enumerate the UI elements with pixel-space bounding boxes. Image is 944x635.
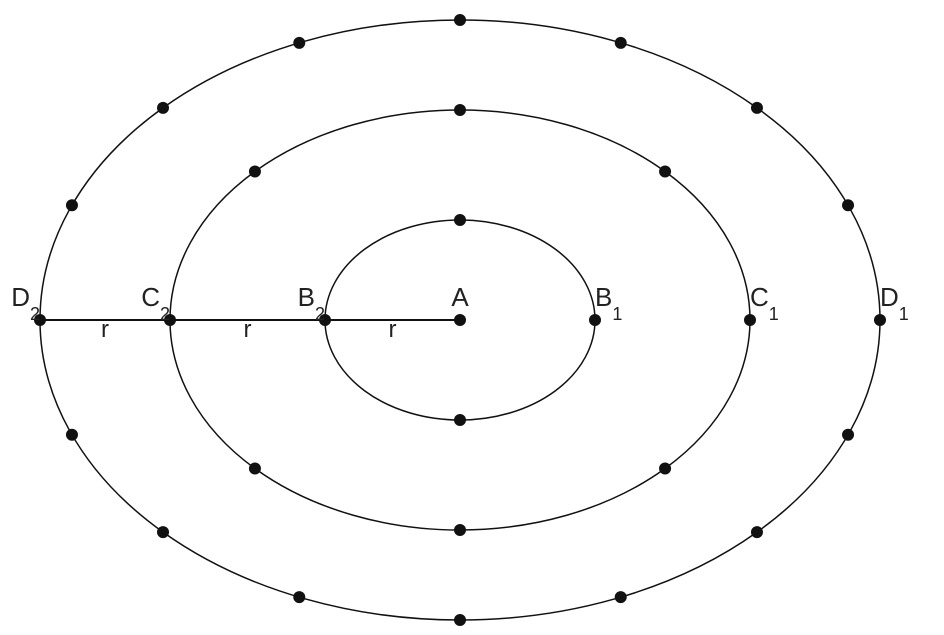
label-r-0: r — [101, 316, 109, 343]
dot-ring2-45 — [659, 166, 671, 178]
dot-ring3-0 — [874, 314, 886, 326]
dot-ring2-315 — [659, 462, 671, 474]
label-B2: B2 — [298, 282, 325, 324]
dot-ring2-270 — [454, 524, 466, 536]
dot-ring3-112.5 — [293, 37, 305, 49]
label-r-1: r — [244, 316, 252, 343]
dot-ring3-270 — [454, 614, 466, 626]
dot-ring3-315 — [751, 526, 763, 538]
dot-ring3-22.5 — [842, 199, 854, 211]
dot-ring3-247.5 — [293, 591, 305, 603]
concentric-ellipses-diagram: AB1B2C1C2D1D2rrr — [0, 0, 944, 635]
dot-ring2-225 — [249, 462, 261, 474]
dot-center — [454, 314, 466, 326]
label-C2: C2 — [141, 282, 170, 324]
dot-ring3-157.5 — [66, 199, 78, 211]
label-D2: D2 — [11, 282, 40, 324]
dot-ring3-337.5 — [842, 429, 854, 441]
dot-ring3-135 — [157, 102, 169, 114]
dot-ring1-90 — [454, 214, 466, 226]
label-A: A — [451, 282, 469, 312]
dot-ring2-90 — [454, 104, 466, 116]
dot-ring1-0 — [589, 314, 601, 326]
dot-ring3-67.5 — [615, 37, 627, 49]
dot-ring3-45 — [751, 102, 763, 114]
dot-ring1-270 — [454, 414, 466, 426]
dot-ring2-0 — [744, 314, 756, 326]
dot-ring2-135 — [249, 166, 261, 178]
labels-group: AB1B2C1C2D1D2rrr — [11, 282, 909, 343]
label-r-2: r — [389, 316, 397, 343]
dot-ring3-292.5 — [615, 591, 627, 603]
dot-ring3-90 — [454, 14, 466, 26]
dot-ring3-202.5 — [66, 429, 78, 441]
dot-ring3-225 — [157, 526, 169, 538]
